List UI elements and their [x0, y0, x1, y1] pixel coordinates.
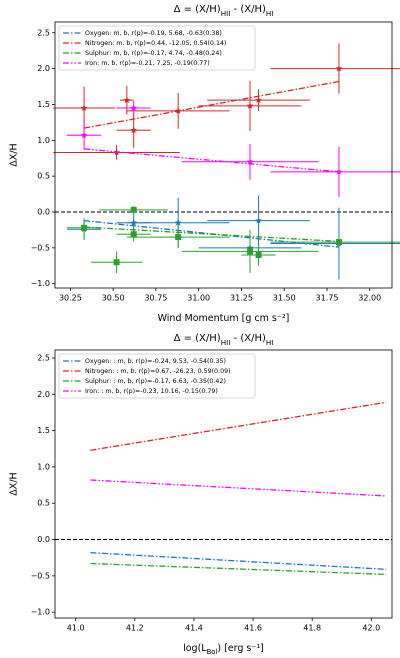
- y-tick-label: 1.0: [37, 462, 50, 471]
- legend-label: Sulphur: m, b, r(p)=-0.17, 4.74, -0.48(0…: [85, 50, 222, 57]
- data-point: [174, 219, 182, 226]
- legend-label: Sulphur: : m, b, r(p)=-0.17, 6.63, -0.35…: [85, 378, 226, 385]
- x-axis-label-part: ) [erg s⁻¹]: [217, 643, 264, 654]
- x-tick-label: 32.00: [358, 294, 381, 303]
- x-axis-label-part: Bol: [207, 648, 218, 656]
- y-axis-label: ΔX/H: [9, 472, 20, 495]
- y-tick-label: 0.0: [37, 208, 50, 217]
- x-tick-label: 31.75: [316, 294, 339, 303]
- legend-label: Iron: m, b, r(p)=-0.21, 7.25, -0.19(0.77…: [85, 60, 210, 67]
- chart-title-part: - (X/H): [230, 4, 266, 15]
- chart-title-part: HI: [266, 338, 274, 347]
- y-tick-label: 0.5: [37, 172, 50, 181]
- x-axis-label-part: Wind Momentum [g cm s⁻²]: [158, 313, 290, 324]
- x-tick-label: 42.0: [362, 624, 380, 633]
- data-point: [113, 259, 120, 266]
- legend-label: Nitrogen: m, b, r(p)=0.44, -12.05, 0.54(…: [85, 40, 226, 47]
- x-tick-label: 31.00: [187, 294, 210, 303]
- plot-frame: [54, 349, 393, 619]
- legend-box: [58, 353, 256, 399]
- x-tick-label: 30.75: [144, 294, 167, 303]
- y-tick-label: 1.5: [37, 426, 50, 435]
- data-point: [80, 131, 88, 139]
- chart-title: Δ = (X/H)HII - (X/H)HI: [174, 4, 274, 18]
- data-point: [255, 252, 262, 259]
- y-tick-label: 2.0: [37, 390, 50, 399]
- x-tick-label: 41.8: [303, 624, 321, 633]
- chart-title-part: HI: [266, 9, 274, 18]
- x-tick-label: 31.25: [230, 294, 253, 303]
- data-point: [123, 96, 131, 103]
- data-point: [81, 224, 88, 231]
- chart-title: Δ = (X/H)HII - (X/H)HI: [174, 333, 274, 347]
- y-tick-label: 1.0: [37, 136, 50, 145]
- data-point: [335, 239, 342, 246]
- x-axis-label-part: log(L: [183, 643, 207, 654]
- chart-title-part: - (X/H): [230, 333, 266, 344]
- x-tick-label: 41.2: [126, 624, 144, 633]
- y-tick-label: 0.5: [37, 499, 50, 508]
- y-axis-label: ΔX/H: [9, 143, 20, 166]
- y-tick-label: 2.5: [37, 28, 50, 37]
- data-point: [130, 231, 137, 238]
- chart-title-part: Δ = (X/H): [174, 333, 221, 344]
- data-point: [130, 126, 138, 134]
- chart-title-part: Δ = (X/H): [174, 4, 221, 15]
- x-tick-label: 41.6: [244, 624, 262, 633]
- legend-box: [58, 25, 256, 71]
- fit-line: [84, 148, 340, 173]
- fit-line: [90, 479, 387, 497]
- legend-label: Iron: : m, b, r(p)=-0.23, 10.16, -0.15(0…: [85, 388, 218, 395]
- fit-line: [90, 562, 387, 576]
- chart-title-part: HII: [221, 338, 231, 347]
- legend-label: Nitrogen: : m, b, r(p)=0.67, -26.23, 0.5…: [85, 368, 231, 375]
- legend-label: Oxygen: m, b, r(p)=-0.19, 5.68, -0.63(0.…: [85, 30, 222, 37]
- data-point: [247, 248, 254, 255]
- y-tick-label: 0.0: [37, 535, 50, 544]
- y-tick-label: −1.0: [31, 608, 50, 617]
- y-tick-label: −0.5: [31, 243, 50, 252]
- fit-line: [90, 401, 387, 451]
- data-point: [175, 234, 182, 241]
- x-axis-label: Wind Momentum [g cm s⁻²]: [158, 313, 290, 324]
- x-tick-label: 41.0: [67, 624, 85, 633]
- y-tick-label: −1.0: [31, 279, 50, 288]
- fit-line: [83, 80, 340, 129]
- x-tick-label: 41.4: [185, 624, 203, 633]
- x-axis-label: log(LBol) [erg s⁻¹]: [183, 643, 264, 657]
- data-point: [130, 206, 137, 213]
- x-tick-label: 30.50: [102, 294, 125, 303]
- chart-title-part: HII: [221, 9, 231, 18]
- fit-line: [84, 226, 340, 243]
- y-tick-label: 1.5: [37, 100, 50, 109]
- legend-label: Oxygen: : m, b, r(p)=-0.24, 9.53, -0.54(…: [85, 358, 226, 365]
- data-point: [246, 102, 254, 109]
- data-point: [246, 158, 254, 165]
- data-point: [335, 65, 343, 72]
- y-tick-label: 2.5: [37, 353, 50, 362]
- y-tick-label: −0.5: [31, 571, 50, 580]
- fit-line: [90, 551, 387, 570]
- data-point: [255, 96, 262, 103]
- y-tick-label: 2.0: [37, 64, 50, 73]
- data-point: [80, 104, 88, 111]
- data-point: [130, 104, 138, 111]
- plot-frame: [54, 21, 393, 289]
- x-tick-label: 30.25: [59, 294, 82, 303]
- x-tick-label: 31.50: [273, 294, 296, 303]
- data-point: [255, 217, 262, 224]
